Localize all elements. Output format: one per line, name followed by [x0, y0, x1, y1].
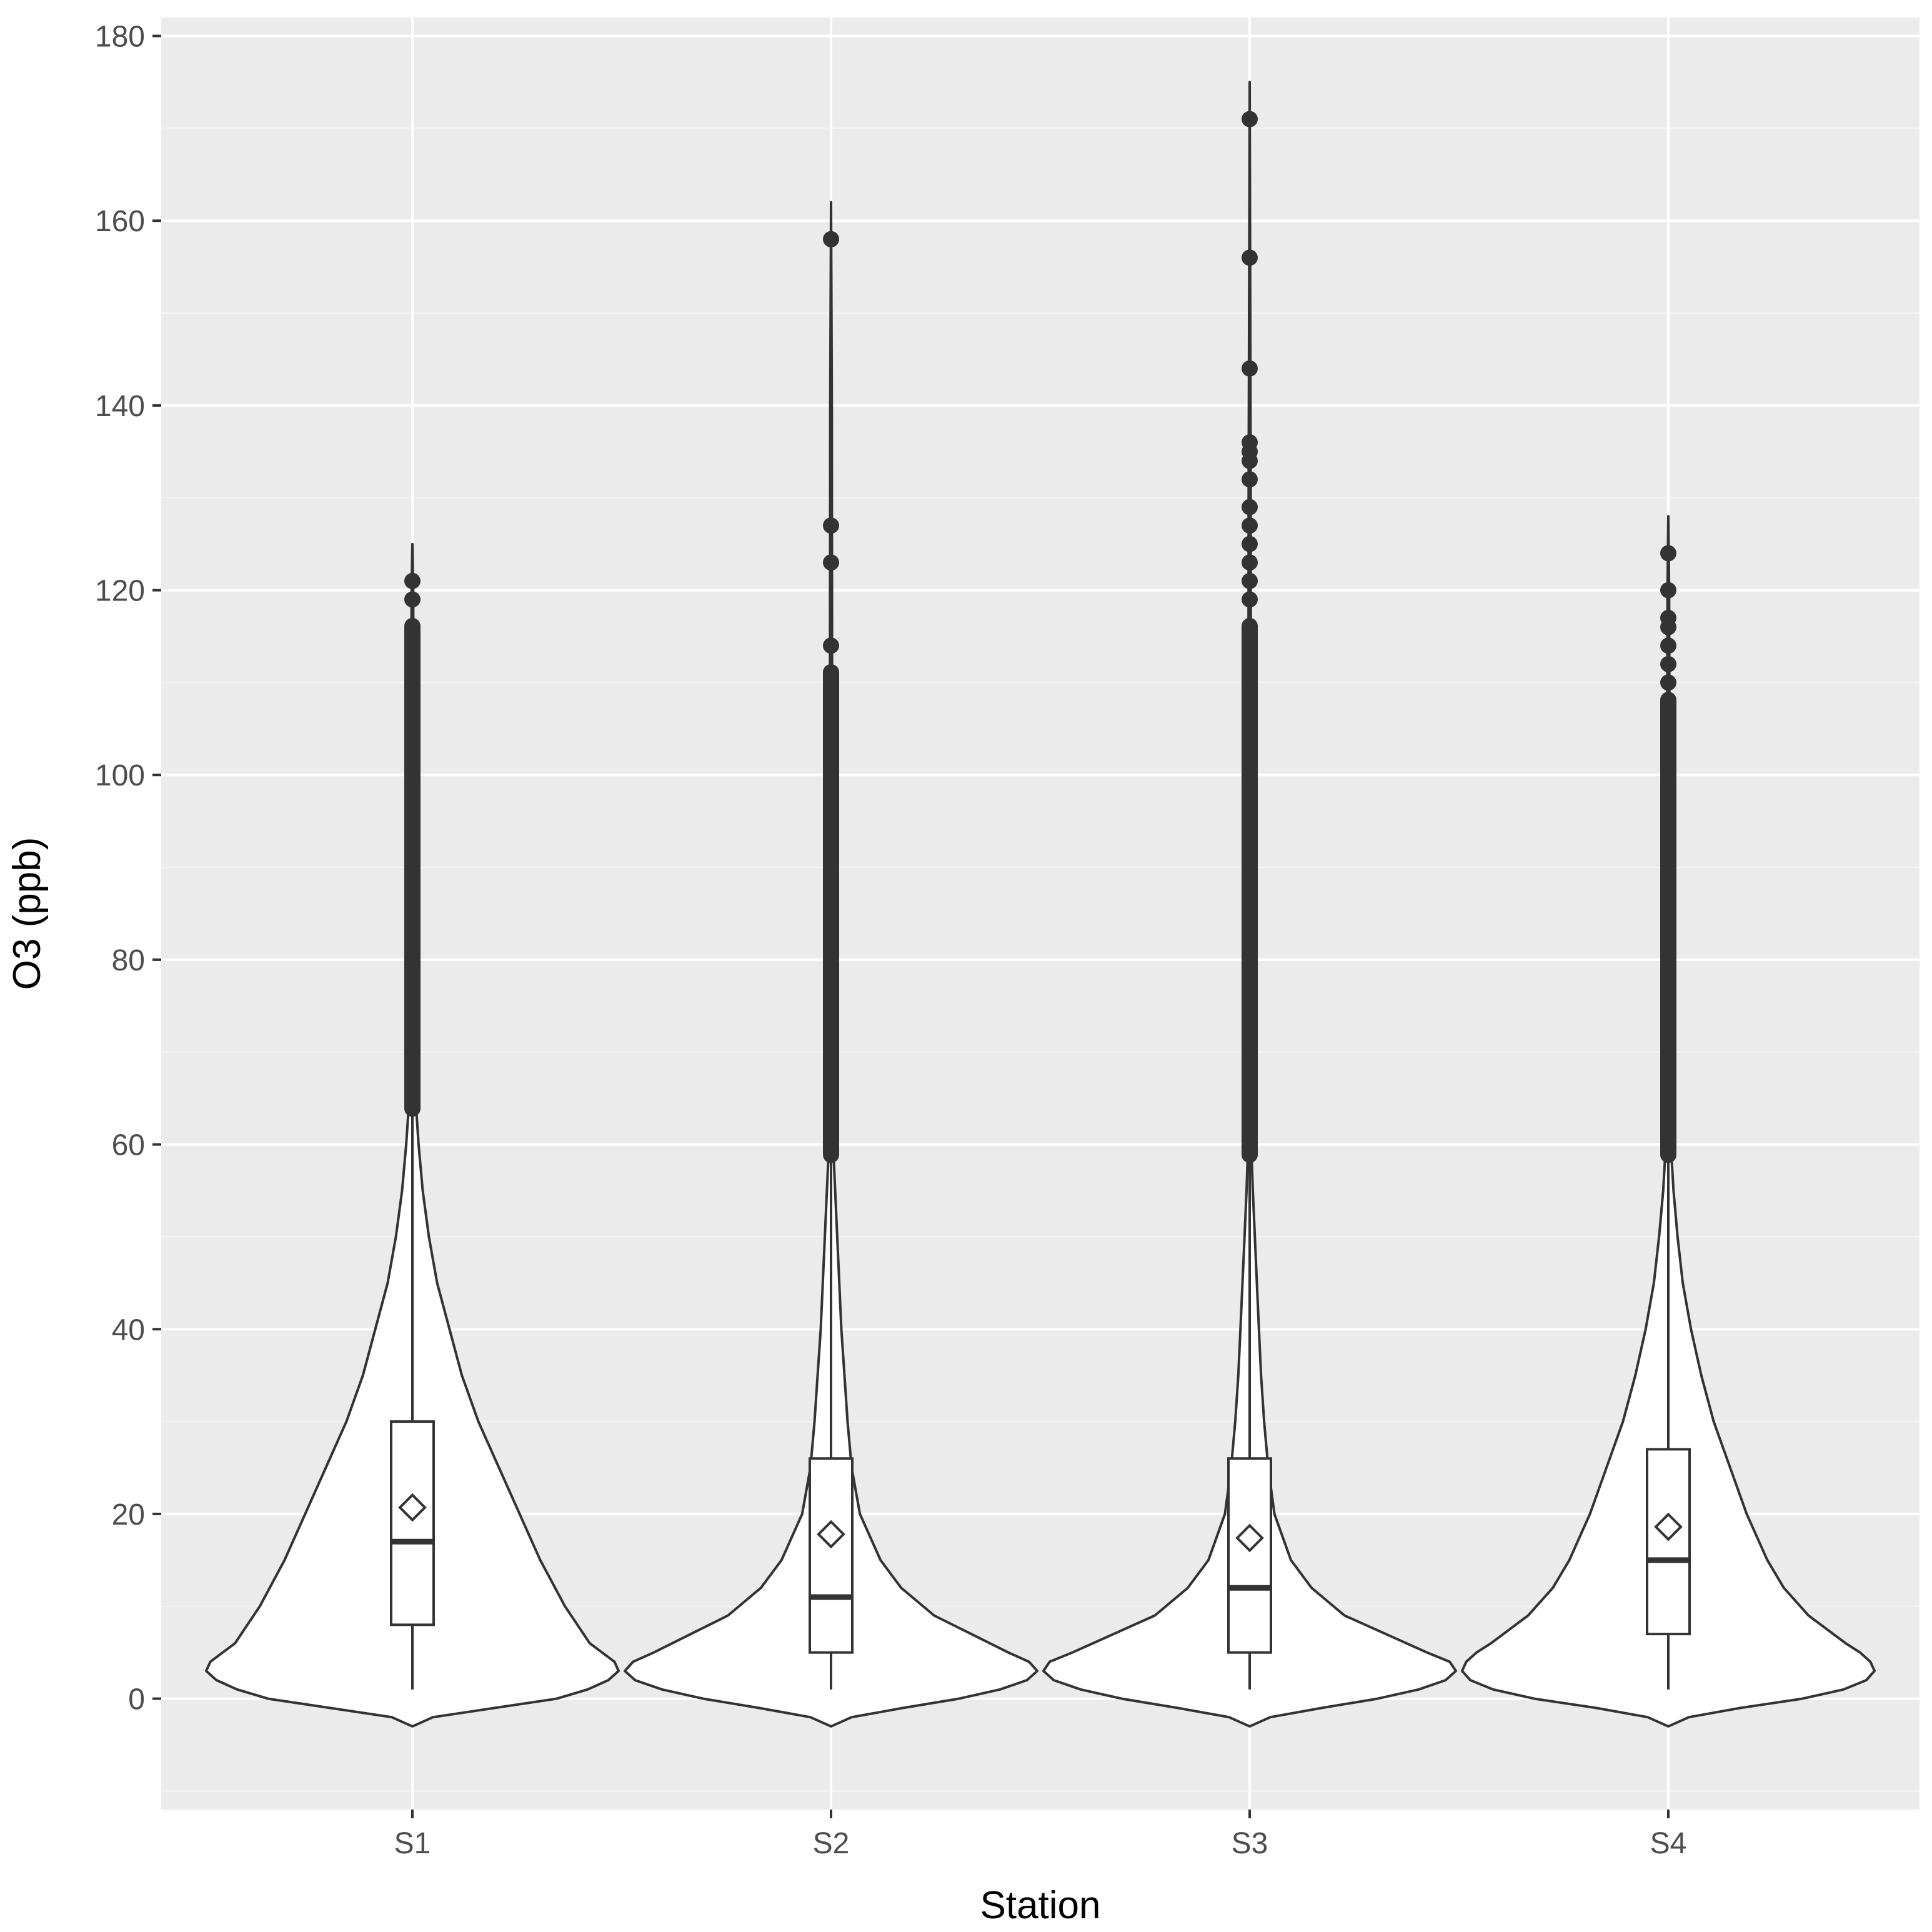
outlier-point	[1242, 554, 1258, 571]
outlier-point	[1242, 499, 1258, 515]
minor-gridlines	[161, 127, 1920, 1792]
mean-marker	[398, 1493, 427, 1522]
iqr-box	[809, 1457, 854, 1654]
outlier-point	[404, 572, 421, 589]
y-tick-label: 100	[95, 759, 145, 792]
iqr-box	[1227, 1457, 1272, 1654]
y-axis: 0 20 40 60 80 100 120 140 160 180	[95, 21, 161, 1716]
y-tick-label: 40	[112, 1313, 145, 1347]
outlier-point	[823, 517, 839, 534]
x-tick-label: S4	[1650, 1827, 1687, 1860]
outlier-point	[1242, 249, 1258, 266]
outlier-point	[1660, 582, 1676, 599]
outlier-cluster	[1242, 617, 1258, 1163]
violin-S3	[1042, 81, 1457, 1728]
outlier-point	[823, 637, 839, 654]
outlier-point	[404, 591, 421, 608]
outlier-point	[1660, 655, 1676, 672]
outlier-point	[823, 554, 839, 571]
outlier-point	[1242, 535, 1258, 552]
outlier-cluster	[1660, 692, 1676, 1163]
y-tick-label: 140	[95, 390, 145, 423]
outlier-point	[1660, 674, 1676, 691]
x-tick-label: S2	[813, 1827, 850, 1860]
y-tick-label: 120	[95, 575, 145, 608]
outlier-point	[1242, 434, 1258, 451]
outlier-cluster	[404, 617, 421, 1117]
outlier-point	[823, 231, 839, 247]
y-tick-label: 20	[112, 1498, 145, 1531]
x-tick-label: S3	[1232, 1827, 1268, 1860]
outlier-point	[1242, 111, 1258, 127]
x-axis-title: Station	[980, 1884, 1100, 1927]
iqr-box	[1646, 1448, 1691, 1636]
outlier-point	[1660, 609, 1676, 626]
outlier-cluster	[823, 664, 839, 1163]
violin-S2	[624, 201, 1038, 1728]
outlier-point	[1660, 545, 1676, 562]
y-tick-label: 0	[128, 1683, 145, 1716]
y-tick-label: 160	[95, 205, 145, 238]
y-tick-label: 80	[112, 944, 145, 977]
outlier-point	[1242, 360, 1258, 377]
outlier-point	[1660, 637, 1676, 654]
y-tick-label: 180	[95, 21, 145, 54]
y-axis-title: O3 (ppb)	[6, 837, 49, 990]
violin-layer	[205, 81, 1876, 1728]
outlier-point	[1242, 517, 1258, 534]
mean-marker	[1654, 1512, 1683, 1541]
outlier-point	[1242, 591, 1258, 608]
iqr-box	[390, 1420, 435, 1626]
outlier-point	[1242, 471, 1258, 488]
y-tick-label: 60	[112, 1129, 145, 1162]
x-tick-label: S1	[394, 1827, 431, 1860]
mean-marker	[1235, 1523, 1264, 1553]
violin-S1	[205, 542, 620, 1728]
mean-marker	[817, 1520, 845, 1549]
violin-S4	[1461, 515, 1876, 1728]
outlier-point	[1242, 572, 1258, 589]
x-axis: S1 S2 S3 S4	[394, 1810, 1687, 1860]
